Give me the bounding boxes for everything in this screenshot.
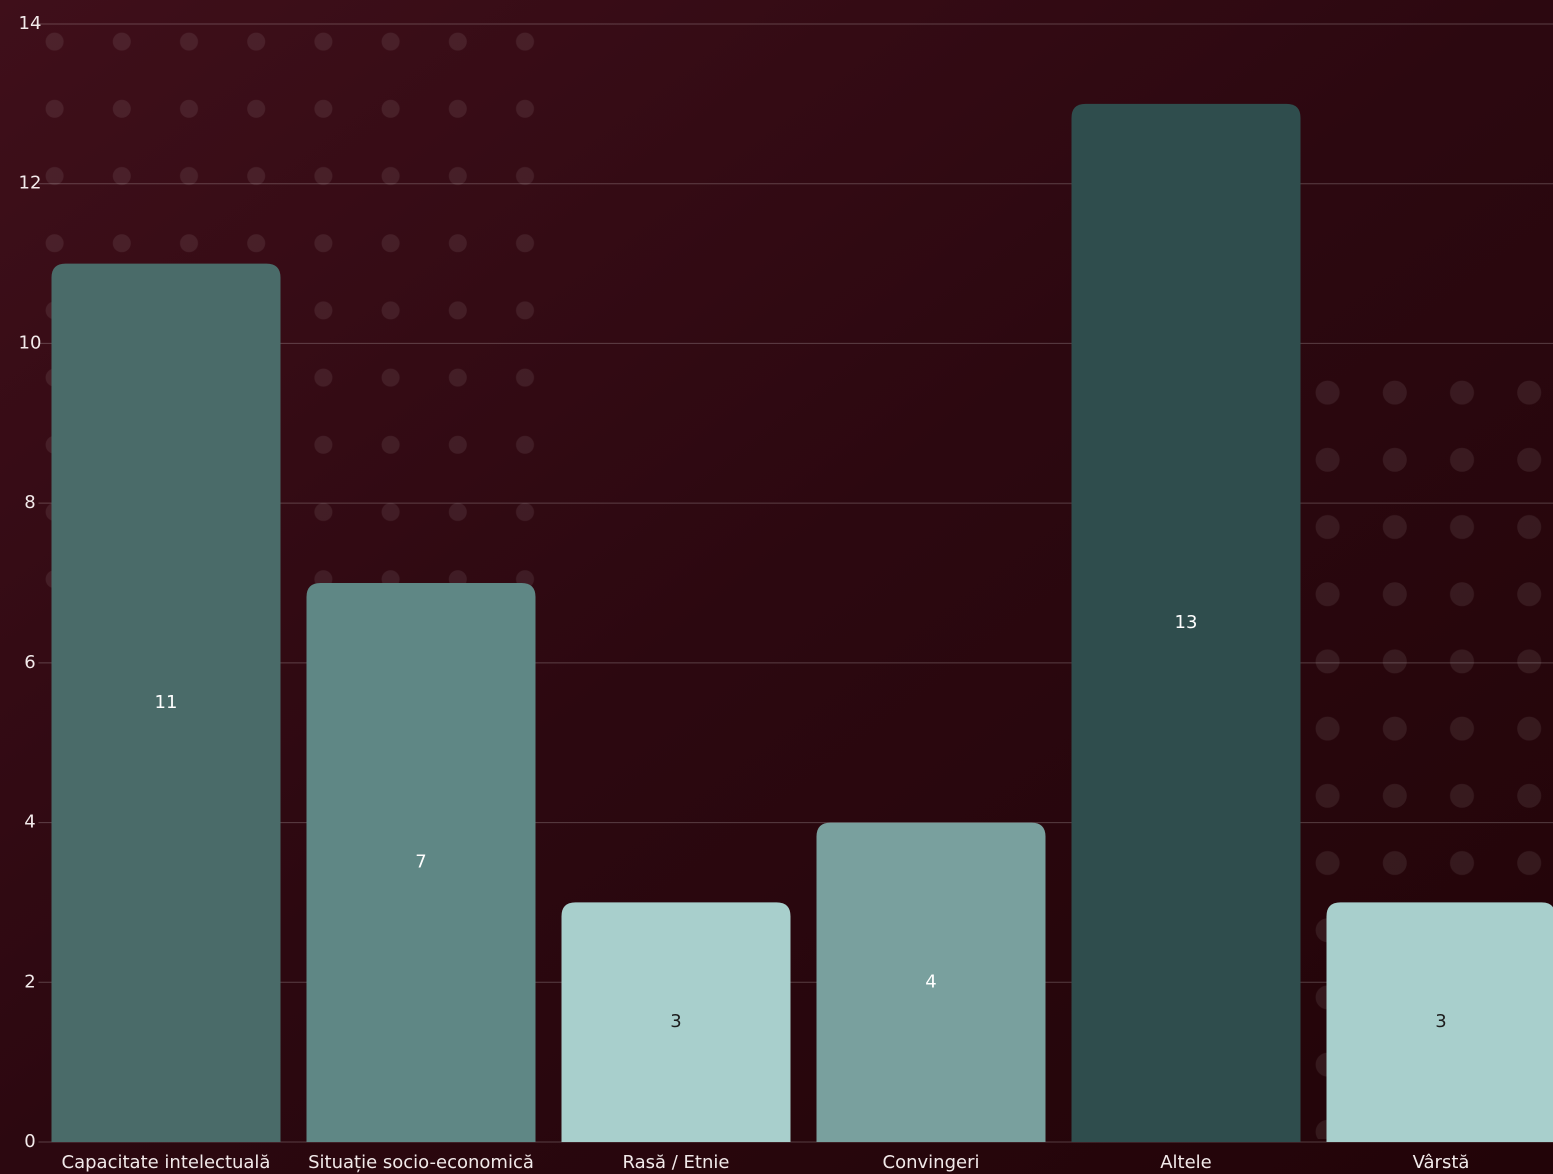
bar — [306, 583, 536, 1142]
data-label: 13 — [1175, 612, 1198, 633]
x-tick-label: Situație socio-economică — [308, 1152, 534, 1173]
x-tick-label: Vârstă — [1413, 1152, 1470, 1173]
y-tick-label: 10 — [19, 332, 42, 353]
data-label: 11 — [155, 692, 178, 713]
data-label: 3 — [1435, 1011, 1446, 1032]
x-tick-label: Capacitate intelectuală — [62, 1152, 271, 1173]
data-label: 4 — [925, 971, 936, 992]
x-tick-label: Altele — [1160, 1152, 1212, 1173]
bar — [561, 902, 791, 1142]
bar — [816, 822, 1046, 1142]
bar — [1071, 103, 1301, 1142]
y-tick-label: 0 — [24, 1131, 35, 1152]
plot: 0 2 4 6 8 10 12 14 11 Capacitate intelectuală 7 Sit… — [19, 13, 1553, 1173]
data-label: 3 — [670, 1011, 681, 1032]
x-tick-label: Convingeri — [883, 1152, 980, 1173]
x-tick-label: Rasă / Etnie — [623, 1152, 730, 1173]
bar — [1326, 902, 1553, 1142]
y-tick-label: 2 — [24, 971, 35, 992]
bar — [51, 263, 281, 1143]
y-tick-label: 4 — [24, 812, 35, 833]
y-tick-label: 14 — [19, 13, 42, 34]
data-label: 7 — [415, 852, 426, 873]
y-tick-label: 8 — [24, 492, 35, 513]
y-tick-label: 12 — [19, 173, 42, 194]
y-tick-label: 6 — [24, 652, 35, 673]
